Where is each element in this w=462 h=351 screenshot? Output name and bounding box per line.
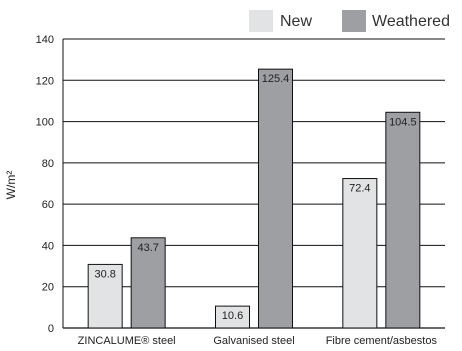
data-label-2-weathered: 125.4 [262,73,290,85]
data-label-3-new: 72.4 [349,183,370,195]
category-label-1: ZINCALUME® steel [78,335,176,347]
y-tick-100: 100 [36,117,54,129]
y-tick-140: 140 [36,34,54,46]
legend: New Weathered [249,10,450,32]
legend-label-weathered: Weathered [372,13,450,30]
y-tick-120: 120 [36,75,54,87]
data-label-3-weathered: 104.5 [389,116,417,128]
bar-2-new [215,305,250,329]
data-label-1-weathered: 43.7 [137,242,158,254]
bar-1-weathered [130,237,166,329]
y-tick-60: 60 [42,199,54,211]
legend-label-new: New [280,13,312,30]
legend-swatch-new [249,10,273,32]
data-label-2-new: 10.6 [222,310,243,322]
y-tick-80: 80 [42,158,54,170]
bar-1-new [87,263,123,329]
data-label-1-new: 30.8 [94,268,115,280]
category-label-3: Fibre cement/asbestos [326,335,438,347]
legend-swatch-weathered [342,10,366,32]
category-labels: ZINCALUME® steel Galvanised steel Fibre ce… [78,335,438,347]
bar-2-weathered [258,68,293,329]
bars [87,68,421,329]
gridlines [62,38,445,329]
y-tick-20: 20 [42,282,54,294]
y-tick-40: 40 [42,240,54,252]
data-labels: 30.8 43.7 10.6 125.4 72.4 104.5 [94,73,416,322]
y-tick-labels: 0 20 40 60 80 100 120 140 [36,34,54,335]
y-axis-label: W/m² [4,171,18,200]
category-label-2: Galvanised steel [213,335,294,347]
bar-3-new [342,178,378,329]
y-tick-0: 0 [48,323,54,335]
bar-3-weathered [385,111,421,329]
